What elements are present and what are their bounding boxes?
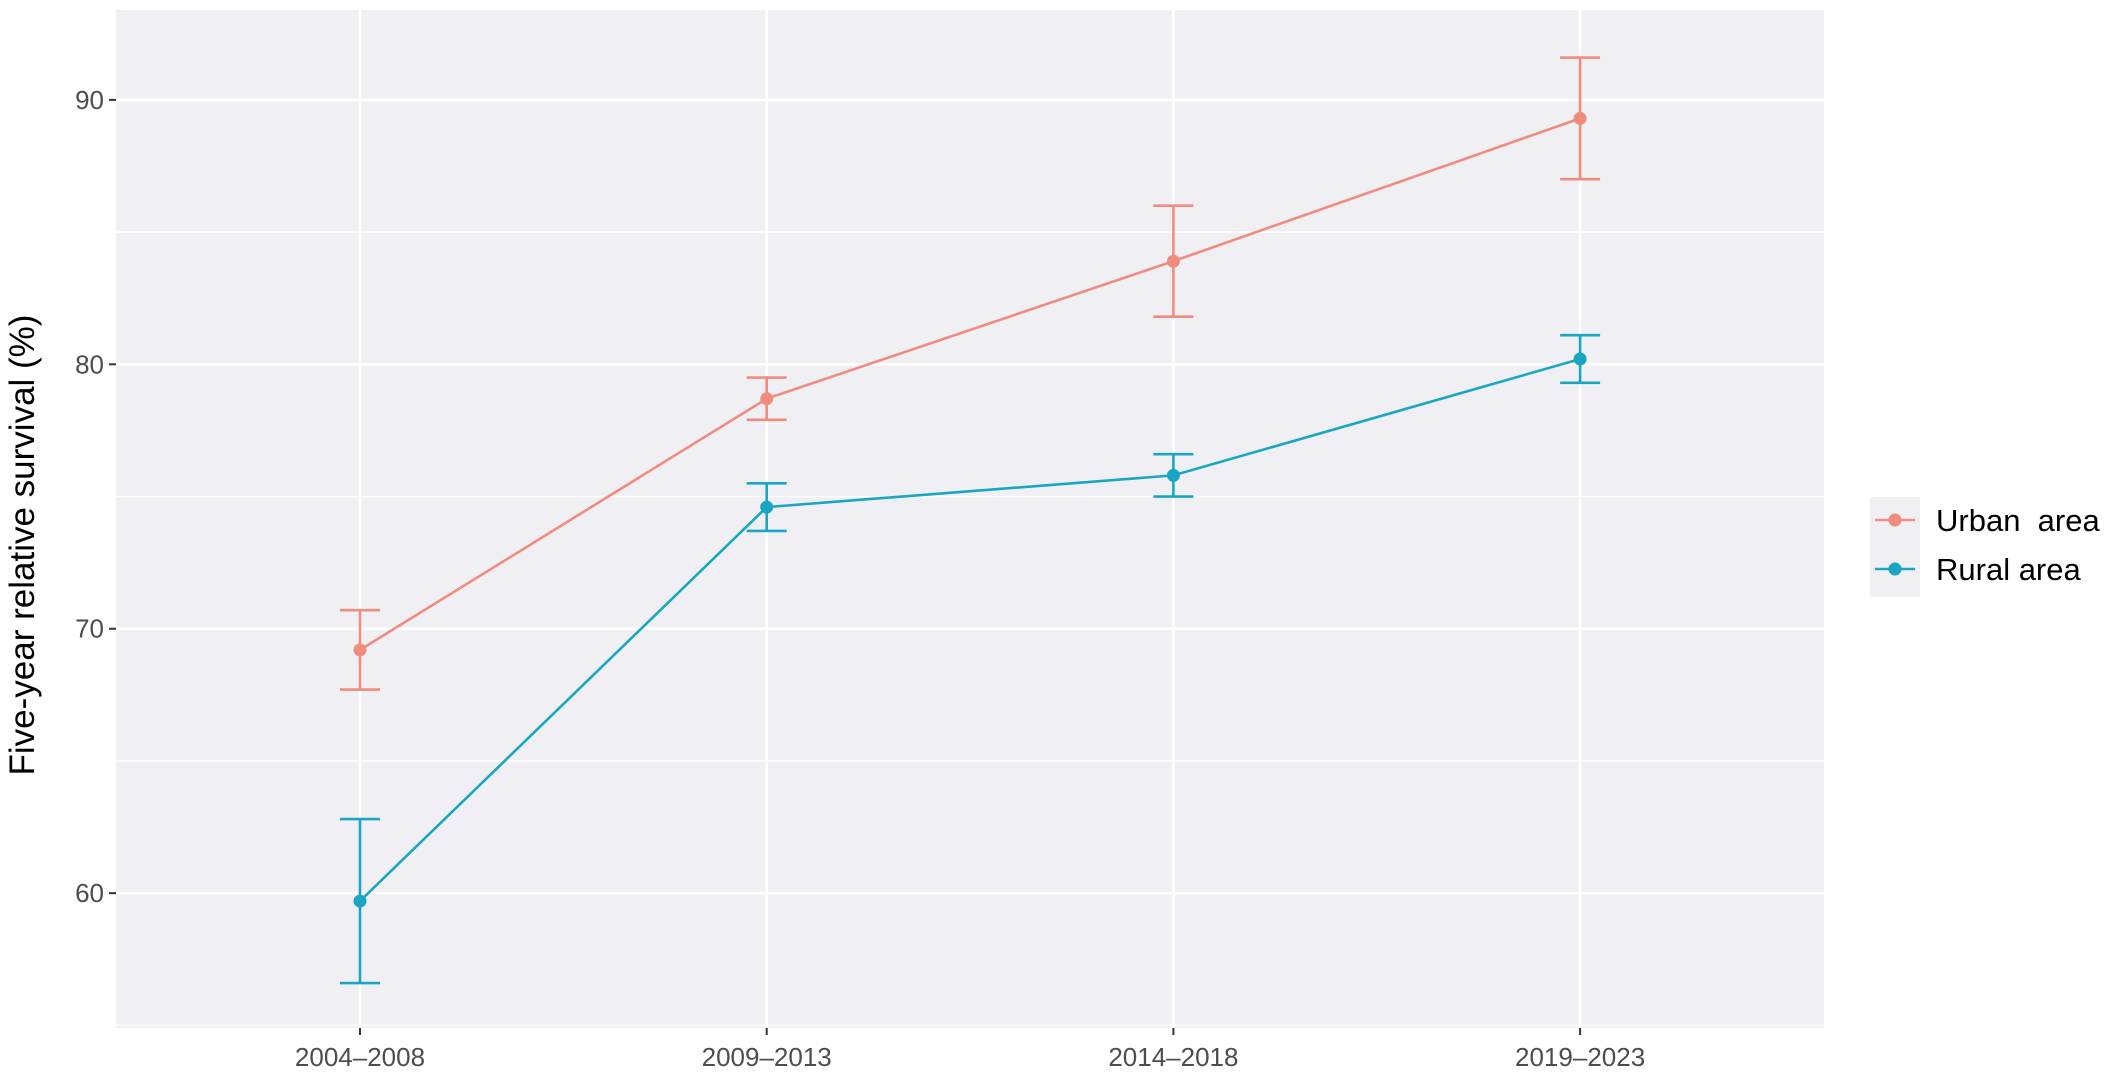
data-point <box>1573 352 1587 366</box>
data-point <box>1573 111 1587 125</box>
data-point <box>1166 254 1180 268</box>
legend-key-point <box>1888 513 1902 527</box>
legend: Urban area Rural area <box>1870 497 2100 597</box>
data-points <box>353 111 1587 908</box>
legend-label: Urban area <box>1936 503 2100 538</box>
series-line-1 <box>359 357 1581 903</box>
y-tick-label: 80 <box>75 349 104 379</box>
data-point <box>353 643 367 657</box>
minor-gridlines <box>116 231 1824 1027</box>
y-tick-label: 70 <box>75 614 104 644</box>
y-tick-label: 90 <box>75 85 104 115</box>
y-axis-title: Five-year relative survival (%) <box>3 315 42 776</box>
series-lines <box>359 117 1581 903</box>
legend-label: Rural area <box>1936 552 2081 587</box>
x-tick-label: 2009–2013 <box>702 1042 832 1072</box>
series-line-0 <box>359 117 1581 651</box>
legend-key-point <box>1888 562 1902 576</box>
plot-panel <box>116 10 1824 1028</box>
data-point <box>760 500 774 514</box>
x-tick-label: 2019–2023 <box>1515 1042 1645 1072</box>
x-axis: 2004–2008 2009–2013 2014–2018 2019–2023 <box>295 1028 1645 1072</box>
y-axis: 60 70 80 90 <box>75 85 116 908</box>
x-tick-label: 2004–2008 <box>295 1042 425 1072</box>
y-tick-label: 60 <box>75 878 104 908</box>
legend-key-background <box>1870 497 1920 597</box>
data-point <box>353 894 367 908</box>
x-tick-label: 2014–2018 <box>1108 1042 1238 1072</box>
data-point <box>760 392 774 406</box>
data-point <box>1166 468 1180 482</box>
